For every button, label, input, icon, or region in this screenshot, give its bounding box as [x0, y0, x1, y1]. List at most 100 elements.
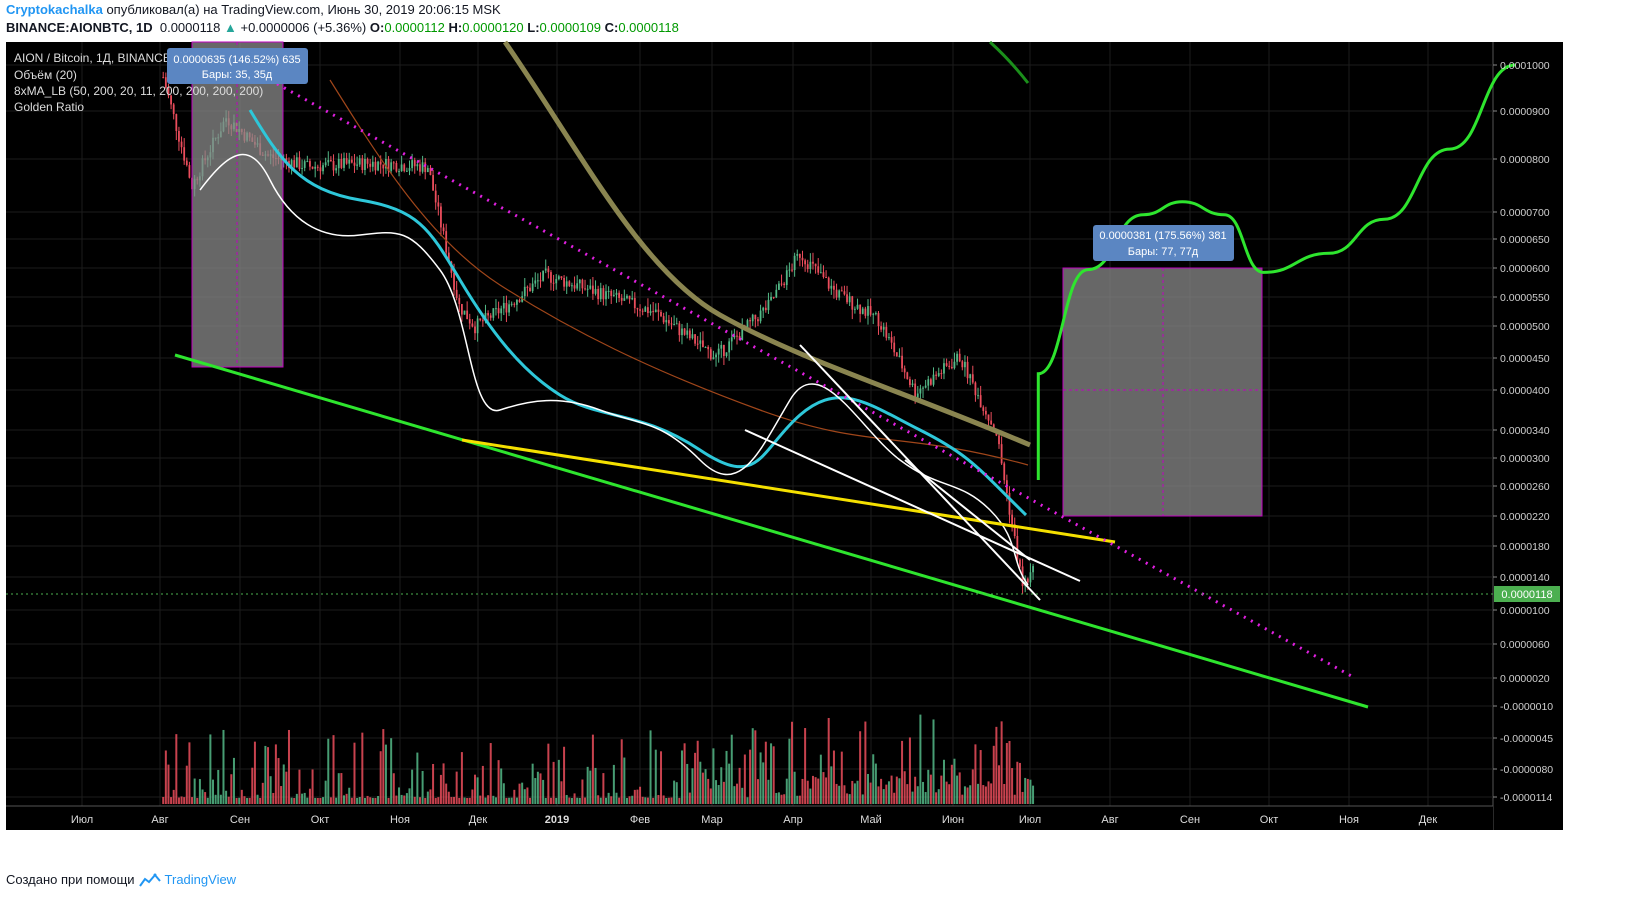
candle-body [463, 310, 466, 315]
candle-body [867, 306, 869, 316]
volume-bar [547, 743, 550, 804]
candle-body [725, 352, 728, 356]
candle-body [717, 348, 720, 355]
volume-bar [466, 797, 469, 804]
price-tick-label: -0.0000045 [1500, 733, 1553, 745]
price-axis[interactable] [1493, 42, 1563, 830]
volume-bar [518, 783, 521, 804]
candle-body [909, 379, 911, 385]
candle-body [447, 252, 450, 262]
candle-body [1019, 559, 1021, 567]
volume-bar [1008, 740, 1011, 804]
candle-body [385, 158, 387, 169]
candle-body [314, 166, 317, 169]
candle-body [518, 300, 521, 302]
volume-bar [261, 782, 264, 804]
candle-body [678, 323, 681, 336]
volume-bar [982, 785, 985, 804]
volume-bar [893, 792, 896, 804]
volume-bar [240, 789, 243, 804]
time-tick-label: Окт [311, 814, 330, 826]
volume-bar [958, 772, 961, 804]
footer-text: Создано при помощи [6, 872, 135, 887]
volume-bar [840, 751, 843, 804]
volume-bar [819, 754, 822, 804]
ma-brown [329, 79, 1029, 466]
volume-bar [536, 771, 539, 804]
volume-bar [170, 797, 173, 804]
volume-bar [238, 797, 241, 804]
volume-bar [762, 762, 765, 804]
candle-body [555, 279, 558, 284]
candle-body [303, 161, 306, 168]
candle-body [426, 168, 429, 173]
candle-body [350, 159, 353, 163]
candle-body [733, 335, 736, 338]
candle-body [817, 266, 820, 273]
volume-bar [542, 779, 545, 804]
candle-body [644, 307, 647, 312]
volume-bar [620, 739, 623, 804]
time-axis[interactable] [6, 806, 1493, 830]
candle-body [560, 276, 563, 278]
price-chart[interactable]: AION / Bitcoin, 1Д, BINANCE Объём (20) 8… [0, 40, 1627, 870]
candle-body [172, 104, 175, 115]
candle-body [1026, 578, 1029, 583]
volume-bar [625, 797, 628, 804]
volume-bar [264, 745, 267, 804]
o-label: O: [369, 20, 385, 35]
candle-body [953, 361, 956, 369]
candle-body [885, 326, 888, 338]
volume-bar [675, 782, 678, 804]
volume-bar [439, 774, 442, 804]
candle-body [565, 281, 568, 287]
candle-body [982, 407, 985, 411]
price-tick-label: 0.0000060 [1500, 639, 1550, 651]
candle-body [371, 161, 374, 167]
volume-bar [969, 785, 972, 804]
candle-body [573, 285, 576, 289]
volume-bar [846, 793, 849, 804]
candle-body [762, 307, 765, 311]
volume-bar [251, 767, 254, 804]
publish-info: Cryptokachalka опубликовал(а) на Trading… [6, 2, 501, 17]
candle-body [869, 306, 872, 315]
volume-bar [230, 774, 233, 804]
volume-bar [987, 781, 990, 804]
volume-bar [586, 766, 589, 804]
volume-bar [508, 797, 511, 804]
volume-bar [1026, 778, 1029, 804]
tradingview-link[interactable]: TradingView [164, 872, 237, 887]
volume-bar [649, 730, 652, 804]
volume-bar [607, 792, 610, 804]
candle-body [597, 288, 600, 300]
volume-bar [612, 764, 615, 804]
candle-body [534, 280, 537, 284]
volume-bar [343, 795, 345, 804]
candle-body [442, 227, 445, 232]
candle-body [699, 340, 702, 344]
time-tick-label: Май [860, 814, 882, 826]
author-link[interactable]: Cryptokachalka [6, 2, 103, 17]
volume-bar [872, 754, 875, 804]
candle-body [956, 353, 958, 362]
candle-body [838, 290, 841, 298]
candle-body [419, 164, 421, 172]
volume-bar [919, 714, 922, 804]
candle-body [966, 361, 969, 379]
time-tick-label: Апр [783, 814, 802, 826]
candle-body [935, 374, 938, 376]
candle-body [801, 257, 804, 261]
volume-bar [924, 792, 927, 804]
volume-bar [175, 734, 178, 804]
volume-bar [932, 719, 935, 804]
candle-body [906, 372, 909, 380]
candle-body [183, 147, 186, 161]
volume-bar [298, 769, 301, 804]
volume-bar [715, 780, 718, 804]
candle-body [696, 343, 699, 345]
candle-body [408, 168, 411, 171]
volume-bar [814, 777, 817, 804]
volume-bar [405, 793, 408, 804]
volume-bar [974, 744, 977, 804]
